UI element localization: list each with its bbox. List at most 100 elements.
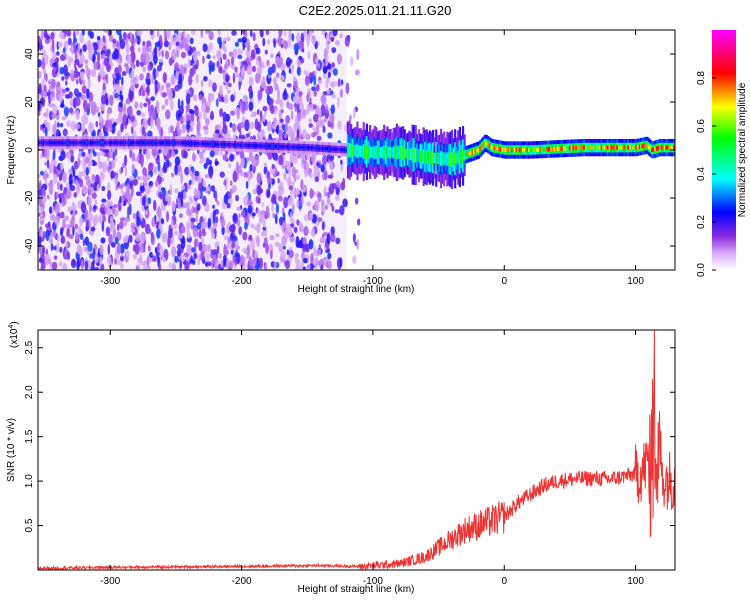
noise-blob: [51, 261, 58, 270]
ridge-cell: [432, 150, 435, 165]
noise-blob: [162, 72, 167, 84]
noise-blob: [160, 228, 163, 234]
noise-blob: [322, 231, 329, 237]
noise-blob: [242, 95, 249, 101]
ridge-cell: [298, 145, 301, 149]
noise-blob: [55, 191, 59, 199]
ridge-cell: [162, 141, 165, 145]
ridge-cell: [545, 147, 548, 152]
noise-blob: [222, 154, 228, 161]
noise-blob: [264, 49, 268, 55]
noise-blob: [61, 88, 67, 94]
noise-blob: [165, 210, 170, 223]
ridge-cell: [41, 141, 44, 145]
noise-blob: [129, 72, 133, 79]
ridge-cell: [91, 141, 94, 145]
noise-blob: [65, 181, 70, 189]
noise-blob: [79, 216, 83, 227]
noise-blob: [236, 108, 240, 120]
noise-blob: [177, 197, 182, 210]
noise-blob: [161, 84, 165, 91]
ridge-cell: [536, 147, 539, 152]
noise-blob: [277, 61, 282, 69]
noise-blob: [147, 130, 153, 139]
noise-blob: [335, 237, 341, 245]
noise-blob: [117, 65, 122, 74]
ridge-cell: [190, 141, 194, 145]
noise-blob: [139, 102, 143, 109]
ridge-cell: [307, 145, 310, 150]
noise-blob: [140, 112, 146, 118]
noise-blob: [38, 59, 42, 68]
noise-blob: [198, 111, 202, 120]
noise-blob: [220, 212, 224, 217]
noise-blob: [82, 184, 87, 195]
ridge-cell: [578, 145, 581, 150]
noise-blob: [250, 112, 255, 118]
noise-blob: [178, 72, 183, 85]
ridge-cell: [558, 146, 561, 151]
x-tick-label: 100: [627, 276, 644, 287]
noise-blob: [88, 121, 94, 134]
noise-blob: [293, 226, 298, 234]
noise-blob: [38, 179, 42, 190]
noise-blob: [174, 164, 178, 176]
x-tick-label: -300: [100, 576, 120, 587]
ridge-cell: [211, 142, 214, 146]
noise-blob: [232, 212, 238, 224]
noise-blob: [109, 215, 114, 225]
noise-blob: [284, 120, 289, 133]
ridge-cell: [268, 144, 271, 148]
noise-blob: [81, 85, 87, 94]
noise-blob: [320, 264, 324, 270]
noise-blob: [78, 58, 84, 65]
noise-blob: [228, 225, 235, 233]
ridge-cell: [517, 147, 520, 153]
ridge-cell: [208, 142, 211, 146]
noise-blob: [231, 184, 237, 193]
noise-blob: [38, 257, 43, 263]
noise-blob: [55, 208, 59, 215]
ridge-cell: [107, 141, 110, 145]
noise-blob: [296, 219, 300, 226]
ridge-cell: [589, 145, 592, 150]
noise-blob: [129, 150, 132, 159]
ridge-cell: [595, 145, 599, 150]
ridge-cell: [643, 143, 646, 149]
noise-blob: [238, 213, 241, 219]
ridge-cell: [45, 141, 49, 145]
noise-blob: [256, 172, 262, 184]
noise-blob: [209, 174, 213, 179]
noise-blob: [288, 196, 294, 205]
noise-blob: [330, 104, 336, 115]
noise-blob: [169, 262, 172, 269]
noise-blob: [190, 113, 195, 122]
noise-blob: [215, 216, 219, 223]
noise-blob: [198, 228, 202, 240]
noise-blob: [43, 30, 48, 38]
ridge-cell: [184, 141, 187, 145]
noise-blob: [288, 67, 292, 74]
ridge-cell: [619, 145, 622, 150]
noise-blob: [179, 64, 184, 75]
ridge-cell: [507, 147, 510, 153]
noise-blob: [303, 226, 309, 237]
ridge-cell: [350, 143, 353, 157]
noise-blob: [194, 238, 197, 249]
ridge-cell: [113, 141, 116, 145]
noise-blob: [214, 161, 220, 166]
noise-blob: [177, 164, 182, 173]
noise-blob: [202, 179, 207, 188]
noise-blob: [61, 76, 65, 81]
noise-blob: [288, 30, 292, 41]
ridge-cell: [540, 147, 543, 152]
ridge-cell: [277, 144, 280, 149]
noise-blob: [275, 124, 280, 135]
ridge-cell: [368, 145, 372, 159]
ridge-cell: [78, 141, 82, 145]
noise-blob: [59, 31, 65, 39]
noise-blob: [80, 201, 87, 214]
noise-blob: [100, 237, 106, 244]
noise-blob: [61, 197, 67, 206]
noise-blob: [139, 243, 144, 254]
